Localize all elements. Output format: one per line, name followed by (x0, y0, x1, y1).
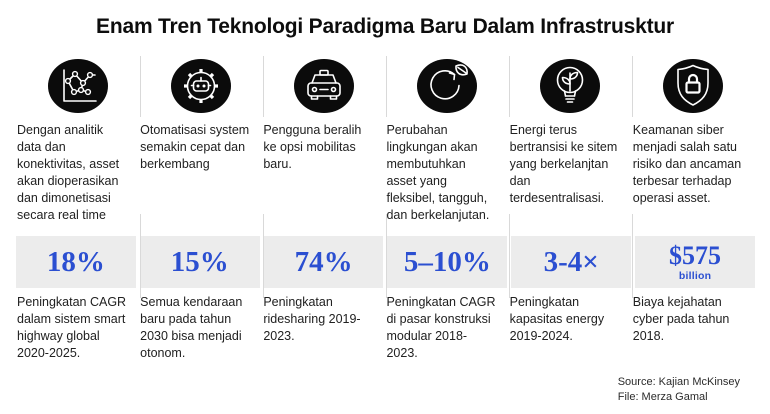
trend-description: Keamanan siber menjadi salah satu risiko… (632, 123, 742, 205)
trend-description: Dengan analitik data dan konektivitas, a… (17, 123, 120, 222)
source-line: Source: Kajian McKinsey (617, 376, 740, 388)
trend-detail: Biaya kejahatan cyber pada tahun 2018. (632, 295, 730, 343)
stat-value: 5–10% (403, 245, 491, 278)
trend-description: Perubahan lingkungan akan membutuhkan as… (386, 123, 490, 222)
stat-cell: 74% (263, 236, 384, 288)
column-divider (509, 214, 510, 298)
environment-icon (416, 58, 478, 114)
icon-cell (139, 58, 262, 114)
stat-value: 74% (294, 245, 353, 278)
stat-value: 3-4× (543, 245, 599, 278)
column-divider (632, 56, 633, 117)
icon-cell (262, 58, 385, 114)
trend-description: Otomatisasi system semakin cepat dan ber… (140, 123, 250, 171)
details-row: Peningkatan CAGR dalam sistem smart high… (16, 288, 755, 374)
column-divider (263, 214, 264, 298)
page-title: Enam Tren Teknologi Paradigma Baru Dalam… (96, 15, 674, 38)
trend-description: Energi terus bertransisi ke sitem yang b… (509, 123, 618, 205)
energy-icon (539, 58, 601, 114)
column-divider (509, 56, 510, 117)
trend-detail: Peningkatan CAGR dalam sistem smart high… (17, 295, 127, 360)
stat-unit: billion (678, 269, 712, 282)
analytics-icon (47, 58, 109, 114)
stat-cell: 3-4× (511, 236, 632, 288)
stat-value: $575 (669, 240, 722, 270)
mobility-icon (293, 58, 355, 114)
source-note: Source: Kajian McKinsey File: Merza Gama… (618, 375, 740, 405)
cybersecurity-icon (662, 58, 724, 114)
trend-description: Pengguna beralih ke opsi mobilitas baru. (263, 123, 362, 171)
stat-value: 15% (170, 245, 229, 278)
column-divider (140, 56, 141, 117)
descriptions-row: Dengan analitik data dan konektivitas, a… (16, 116, 755, 236)
column-divider (386, 56, 387, 117)
icon-cell (16, 58, 139, 114)
stat-value: 18% (46, 245, 105, 278)
trend-grid: Dengan analitik data dan konektivitas, a… (16, 56, 755, 374)
icon-cell (385, 58, 508, 114)
file-line: File: Merza Gamal (617, 390, 708, 403)
stats-row: 18% 15% 74% 5–10% 3-4× $575 billion (16, 236, 755, 288)
stat-cell: $575 billion (635, 236, 755, 288)
trend-detail: Peningkatan CAGR di pasar konstruksi mod… (386, 295, 496, 360)
automation-icon (170, 58, 232, 114)
column-divider (263, 56, 264, 117)
trend-detail: Semua kendaraan baru pada tahun 2030 bis… (140, 295, 243, 360)
icons-row (16, 56, 755, 116)
stat-cell: 18% (16, 236, 136, 288)
stat-cell: 15% (139, 236, 260, 288)
column-divider (140, 214, 141, 298)
trend-detail: Peningkatan kapasitas energy 2019-2024. (509, 295, 605, 343)
stat-cell: 5–10% (387, 236, 508, 288)
column-divider (632, 214, 633, 298)
column-divider (386, 214, 387, 298)
trend-detail: Peningkatan ridesharing 2019-2023. (263, 295, 361, 343)
icon-cell (509, 58, 632, 114)
icon-cell (632, 58, 755, 114)
